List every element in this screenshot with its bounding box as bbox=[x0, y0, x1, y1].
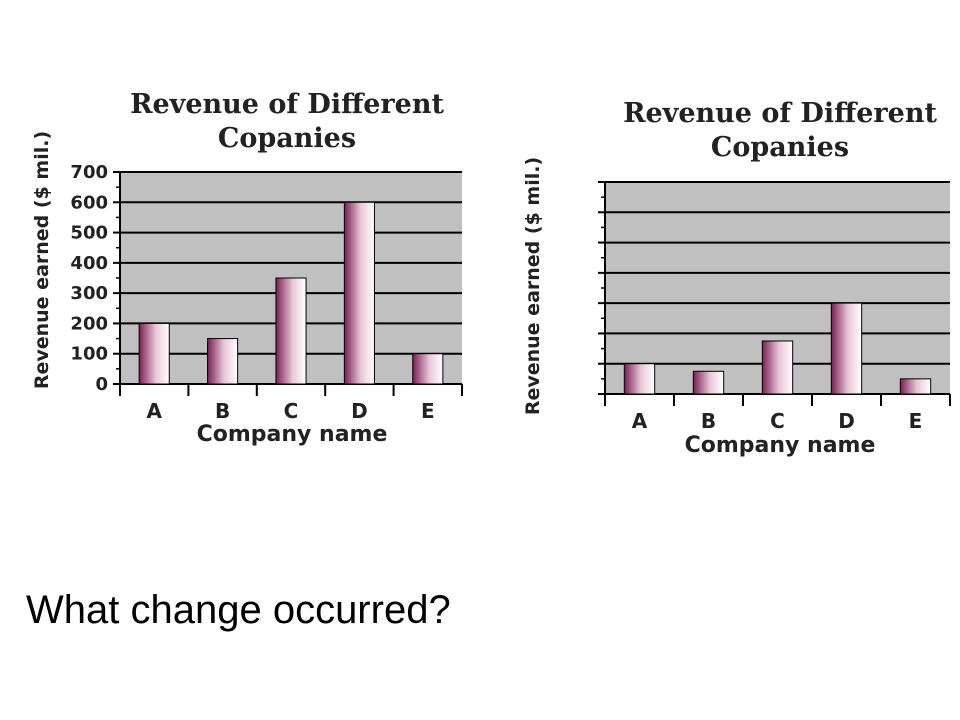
x-tick-label: B bbox=[701, 409, 716, 433]
x-tick-label: C bbox=[770, 409, 785, 433]
y-tick-label: 600 bbox=[70, 192, 108, 213]
x-tick-label: C bbox=[284, 399, 299, 423]
bar-d bbox=[830, 302, 863, 395]
y-tick-label: 500 bbox=[70, 223, 108, 244]
bar-c bbox=[275, 277, 307, 385]
plot-area: A B C D E bbox=[598, 181, 951, 433]
x-tick-label: D bbox=[351, 399, 368, 423]
bar-c bbox=[761, 340, 794, 395]
x-tick-label: D bbox=[838, 409, 855, 433]
bar-a bbox=[623, 363, 656, 395]
y-tick-label: 400 bbox=[70, 253, 108, 274]
x-tick-label: A bbox=[146, 399, 162, 423]
bar-a bbox=[138, 322, 170, 385]
x-tick-label: E bbox=[421, 399, 435, 423]
bar-b bbox=[207, 338, 239, 385]
x-tick-label: E bbox=[909, 409, 923, 433]
x-tick-label: A bbox=[632, 409, 648, 433]
chart-title: Revenue of Different Copanies bbox=[623, 98, 937, 163]
x-axis-label: Company name bbox=[196, 422, 388, 447]
bar-b bbox=[692, 370, 725, 395]
y-tick-label: 100 bbox=[70, 344, 108, 365]
question-text: What change occurred? bbox=[26, 588, 451, 632]
bar-d bbox=[343, 201, 375, 385]
bar-e bbox=[899, 378, 932, 395]
chart-title: Revenue of Different Copanies bbox=[130, 89, 444, 154]
y-tick-label: 700 bbox=[70, 162, 108, 183]
x-axis-label: Company name bbox=[684, 433, 876, 458]
bar-e bbox=[412, 353, 444, 385]
y-tick-label: 200 bbox=[70, 313, 108, 334]
chart-left: Revenue of Different Copanies Revenue ea… bbox=[22, 80, 472, 460]
y-tick-label: 300 bbox=[70, 283, 108, 304]
y-tick-label: 0 bbox=[95, 374, 108, 395]
chart-right: Revenue of Different Copanies Revenue ea… bbox=[520, 95, 960, 465]
plot-area: 0 100 200 300 400 500 600 700 A B C D E bbox=[70, 162, 463, 423]
x-tick-label: B bbox=[215, 399, 230, 423]
